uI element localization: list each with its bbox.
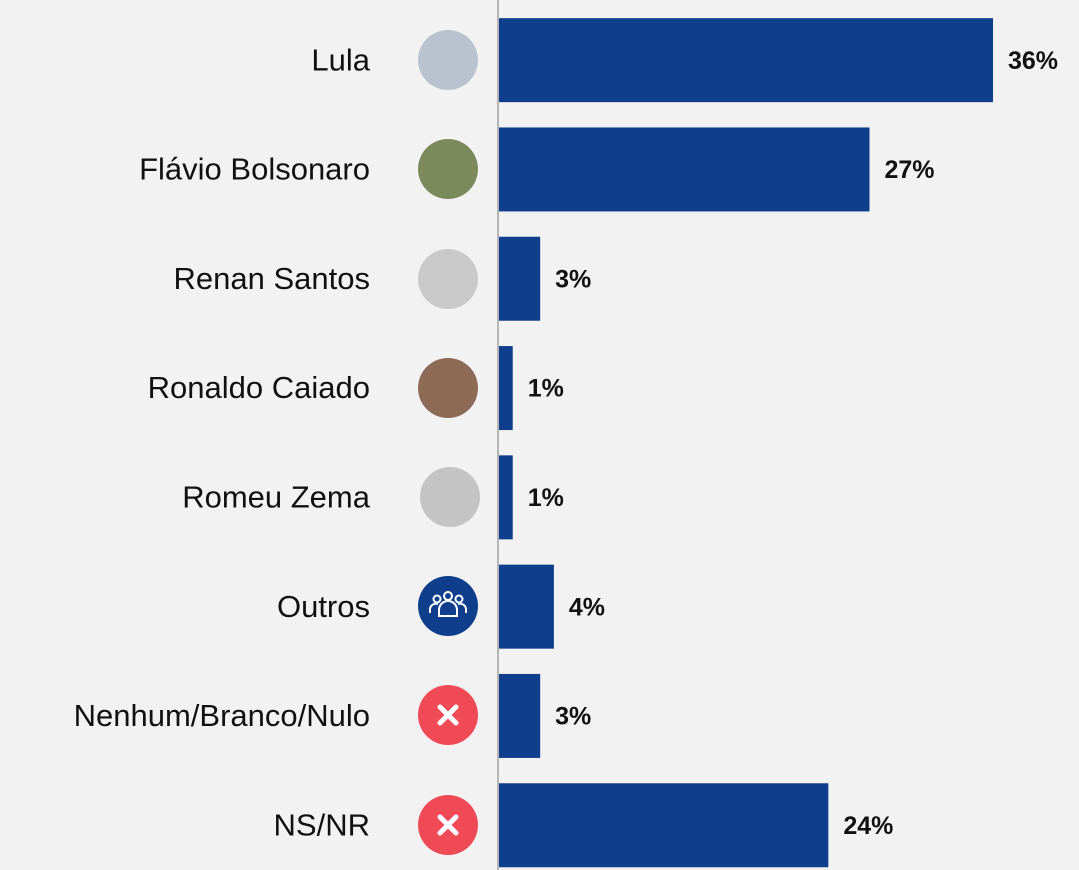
x-glyph [437,704,459,726]
category-label: Renan Santos [174,261,370,296]
group-icon [418,576,478,636]
value-label: 27% [885,156,935,184]
value-label: 4% [569,593,605,621]
category-label: Flávio Bolsonaro [139,152,370,187]
bar [499,673,541,758]
category-label: Lula [311,42,370,77]
x-glyph [437,814,459,836]
people-glyph [429,591,467,617]
icons [418,30,480,855]
value-label: 1% [528,375,564,403]
bar [499,18,993,103]
bar [499,346,513,431]
category-label: Romeu Zema [182,480,371,515]
avatar [418,30,478,90]
value-label: 3% [555,703,591,731]
value-label: 3% [555,265,591,293]
avatar [418,139,478,199]
value-label: 1% [528,484,564,512]
value-label: 36% [1008,47,1058,75]
bar [499,564,554,649]
category-label: Ronaldo Caiado [148,370,370,405]
avatar [418,249,478,309]
bar [499,783,829,868]
bar [499,127,870,212]
avatar [418,358,478,418]
category-label: Outros [277,589,370,624]
category-label: Nenhum/Branco/Nulo [74,698,370,733]
category-label: NS/NR [274,807,370,842]
bar [499,236,541,321]
value-label: 24% [843,812,893,840]
avatar [420,467,480,527]
bar [499,455,513,540]
